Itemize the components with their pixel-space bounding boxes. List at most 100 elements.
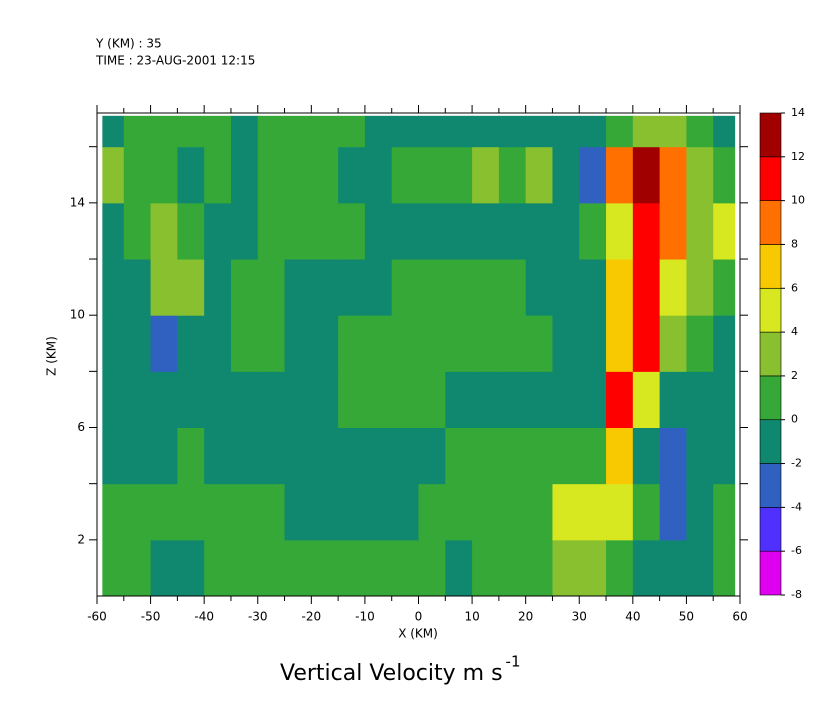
field-cell [284, 483, 312, 541]
field-cell [579, 427, 607, 485]
field-cell [391, 202, 419, 260]
field-cell [391, 483, 419, 541]
field-cell [177, 115, 205, 148]
field-cell [123, 483, 152, 541]
field-cell [284, 146, 312, 204]
field-cell [418, 371, 446, 429]
field-cell [632, 483, 661, 541]
field-cell [257, 371, 286, 429]
field-cell [311, 539, 339, 597]
field-cell [391, 115, 419, 148]
colorbar-label: -6 [791, 544, 802, 557]
field-cell [632, 259, 661, 316]
field-cell [418, 539, 446, 597]
field-cell [391, 539, 419, 597]
field-cell [606, 315, 634, 372]
field-cell [525, 315, 553, 372]
field-cell [498, 483, 527, 541]
x-tick-label: -50 [141, 610, 161, 624]
field-cell [150, 259, 178, 316]
field-cell [284, 115, 312, 148]
field-cell [552, 315, 580, 372]
field-cell [713, 202, 736, 260]
field-cell [498, 202, 527, 260]
field-cell [364, 315, 393, 372]
field-cell [284, 315, 312, 372]
colorbar-label: 2 [791, 369, 798, 382]
field-cell [123, 539, 152, 597]
field-cell [552, 371, 580, 429]
field-cell [204, 315, 232, 372]
field-cell [686, 539, 714, 597]
field-cell [606, 539, 634, 597]
field-cell [659, 539, 687, 597]
field-cell [364, 115, 393, 148]
field-cell [472, 539, 500, 597]
field-cell [338, 483, 366, 541]
field-cell [150, 315, 178, 372]
field-cell [418, 315, 446, 372]
field-cell [418, 115, 446, 148]
field-cell [311, 483, 339, 541]
field-cell [418, 427, 446, 485]
field-cell [606, 115, 634, 148]
field-cell [102, 483, 125, 541]
field-cell [686, 483, 714, 541]
field-cell [445, 115, 473, 148]
header-line: Y (KM) : 35 [95, 37, 162, 51]
field-cell [713, 483, 736, 541]
colorbar-label: -8 [791, 588, 802, 601]
field-cell [552, 146, 580, 204]
field-cell [579, 315, 607, 372]
field-cell [552, 539, 580, 597]
field-cell [338, 202, 366, 260]
field-cell [445, 539, 473, 597]
field-cell [579, 259, 607, 316]
field-cell [230, 427, 259, 485]
field-cell [177, 146, 205, 204]
colorbar-swatch [759, 419, 782, 464]
field-cell [445, 427, 473, 485]
colorbar-label: 6 [791, 281, 798, 294]
colorbar-label: -4 [791, 500, 802, 513]
x-tick-label: 30 [572, 610, 587, 624]
field-cell [364, 146, 393, 204]
field-cell [686, 146, 714, 204]
x-tick-label: -10 [355, 610, 375, 624]
field-cell [632, 115, 661, 148]
field-cell [391, 146, 419, 204]
x-axis-label: X (KM) [398, 627, 438, 641]
field-cell [150, 483, 178, 541]
field-cell [659, 371, 687, 429]
field-cell [391, 259, 419, 316]
x-tick-label: 50 [679, 610, 694, 624]
field-cell [257, 259, 286, 316]
field-cell [150, 371, 178, 429]
field-cell [525, 146, 553, 204]
field-cell [102, 146, 125, 204]
field-cell [284, 371, 312, 429]
field-cell [102, 202, 125, 260]
field-cell [284, 202, 312, 260]
x-tick-label: 10 [464, 610, 479, 624]
field-cell [123, 202, 152, 260]
field-cell [445, 146, 473, 204]
colorbar-label: 8 [791, 237, 798, 250]
field-cell [498, 539, 527, 597]
field-cell [472, 259, 500, 316]
y-tick-label: 6 [77, 420, 85, 434]
field-cell [498, 371, 527, 429]
field-cell [579, 146, 607, 204]
field-cell [472, 427, 500, 485]
field-cell [338, 115, 366, 148]
field-cell [364, 371, 393, 429]
field-cell [632, 202, 661, 260]
field-cell [525, 202, 553, 260]
field-cell [498, 146, 527, 204]
field-cell [284, 259, 312, 316]
field-cell [204, 539, 232, 597]
field-cell [498, 259, 527, 316]
field-cell [686, 259, 714, 316]
field-cell [364, 259, 393, 316]
